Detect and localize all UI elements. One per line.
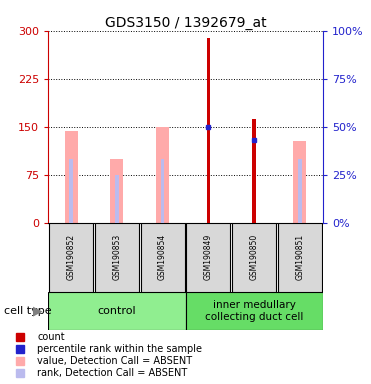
Bar [65,131,78,223]
Bar [111,159,123,223]
Text: GSM190852: GSM190852 [67,234,76,280]
Text: count: count [37,332,65,342]
Bar [49,223,93,292]
Text: percentile rank within the sample: percentile rank within the sample [37,344,202,354]
Text: cell type: cell type [4,306,51,316]
Bar [278,223,322,292]
Text: inner medullary
collecting duct cell: inner medullary collecting duct cell [205,300,303,322]
Text: value, Detection Call = ABSENT: value, Detection Call = ABSENT [37,356,192,366]
Bar [293,141,306,223]
Text: GSM190851: GSM190851 [295,234,304,280]
Text: rank, Detection Call = ABSENT: rank, Detection Call = ABSENT [37,368,187,378]
Bar [141,223,185,292]
Bar [48,292,186,330]
Bar [298,159,302,223]
Title: GDS3150 / 1392679_at: GDS3150 / 1392679_at [105,16,266,30]
Bar [232,223,276,292]
Bar [207,38,210,223]
Text: ▶: ▶ [33,305,43,318]
Bar [69,159,73,223]
Text: control: control [98,306,136,316]
Text: GSM190850: GSM190850 [250,234,259,280]
Text: GSM190853: GSM190853 [112,234,121,280]
Text: GSM190849: GSM190849 [204,234,213,280]
Text: GSM190854: GSM190854 [158,234,167,280]
Bar [95,223,139,292]
Bar [161,159,164,223]
Bar [186,292,323,330]
Bar [156,127,169,223]
Bar [186,223,230,292]
Bar [252,119,256,223]
Bar [115,175,119,223]
